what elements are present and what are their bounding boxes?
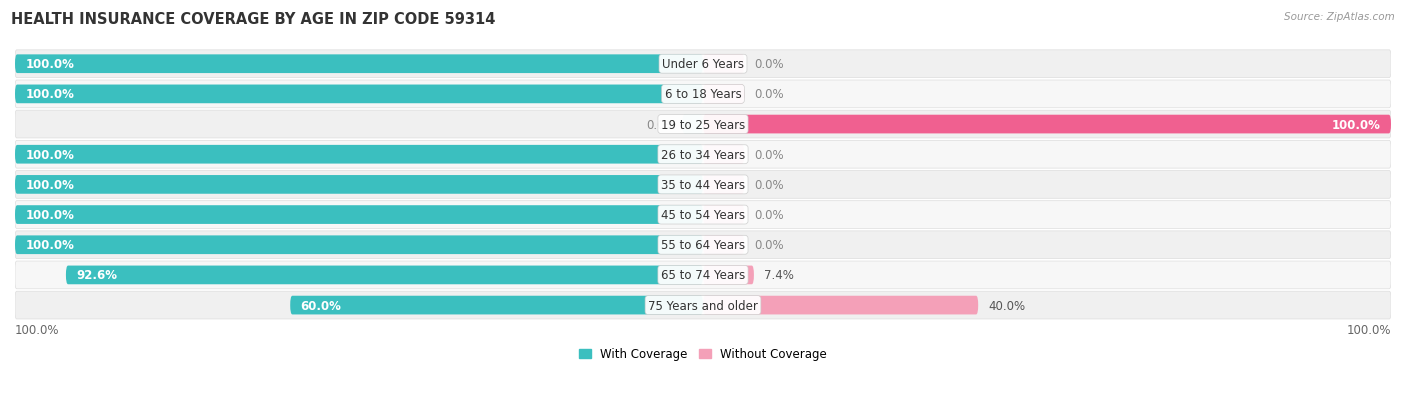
FancyBboxPatch shape [15, 55, 703, 74]
Text: 100.0%: 100.0% [25, 58, 75, 71]
Text: Source: ZipAtlas.com: Source: ZipAtlas.com [1284, 12, 1395, 22]
FancyBboxPatch shape [703, 296, 979, 315]
Text: 0.0%: 0.0% [755, 239, 785, 252]
Text: 100.0%: 100.0% [25, 209, 75, 221]
FancyBboxPatch shape [703, 115, 1391, 134]
Text: 0.0%: 0.0% [755, 148, 785, 161]
FancyBboxPatch shape [15, 51, 1391, 78]
Legend: With Coverage, Without Coverage: With Coverage, Without Coverage [574, 343, 832, 366]
Text: 100.0%: 100.0% [1331, 118, 1381, 131]
Text: 40.0%: 40.0% [988, 299, 1025, 312]
FancyBboxPatch shape [703, 266, 754, 285]
Text: 100.0%: 100.0% [25, 88, 75, 101]
FancyBboxPatch shape [15, 292, 1391, 319]
FancyBboxPatch shape [15, 176, 703, 194]
FancyBboxPatch shape [15, 236, 703, 254]
Text: 100.0%: 100.0% [1347, 323, 1391, 336]
Text: 0.0%: 0.0% [645, 118, 675, 131]
Text: 60.0%: 60.0% [301, 299, 342, 312]
Text: 100.0%: 100.0% [15, 323, 59, 336]
FancyBboxPatch shape [15, 145, 703, 164]
FancyBboxPatch shape [703, 55, 744, 74]
Text: 0.0%: 0.0% [755, 58, 785, 71]
Text: 6 to 18 Years: 6 to 18 Years [665, 88, 741, 101]
FancyBboxPatch shape [15, 231, 1391, 259]
FancyBboxPatch shape [703, 176, 744, 194]
FancyBboxPatch shape [15, 85, 703, 104]
Text: 7.4%: 7.4% [765, 269, 794, 282]
Text: 0.0%: 0.0% [755, 209, 785, 221]
Text: 19 to 25 Years: 19 to 25 Years [661, 118, 745, 131]
Text: 100.0%: 100.0% [25, 239, 75, 252]
Text: Under 6 Years: Under 6 Years [662, 58, 744, 71]
Text: 92.6%: 92.6% [76, 269, 117, 282]
Text: 45 to 54 Years: 45 to 54 Years [661, 209, 745, 221]
FancyBboxPatch shape [15, 141, 1391, 169]
Text: 0.0%: 0.0% [755, 88, 785, 101]
FancyBboxPatch shape [66, 266, 703, 285]
FancyBboxPatch shape [703, 145, 744, 164]
FancyBboxPatch shape [703, 236, 744, 254]
Text: 100.0%: 100.0% [25, 148, 75, 161]
FancyBboxPatch shape [15, 81, 1391, 109]
FancyBboxPatch shape [15, 206, 703, 224]
Text: 55 to 64 Years: 55 to 64 Years [661, 239, 745, 252]
Text: 75 Years and older: 75 Years and older [648, 299, 758, 312]
FancyBboxPatch shape [682, 115, 703, 134]
Text: 0.0%: 0.0% [755, 178, 785, 192]
FancyBboxPatch shape [290, 296, 703, 315]
FancyBboxPatch shape [703, 206, 744, 224]
Text: HEALTH INSURANCE COVERAGE BY AGE IN ZIP CODE 59314: HEALTH INSURANCE COVERAGE BY AGE IN ZIP … [11, 12, 496, 27]
Text: 26 to 34 Years: 26 to 34 Years [661, 148, 745, 161]
FancyBboxPatch shape [15, 261, 1391, 289]
FancyBboxPatch shape [15, 171, 1391, 199]
FancyBboxPatch shape [15, 201, 1391, 229]
Text: 65 to 74 Years: 65 to 74 Years [661, 269, 745, 282]
Text: 35 to 44 Years: 35 to 44 Years [661, 178, 745, 192]
FancyBboxPatch shape [703, 85, 744, 104]
Text: 100.0%: 100.0% [25, 178, 75, 192]
FancyBboxPatch shape [15, 111, 1391, 139]
